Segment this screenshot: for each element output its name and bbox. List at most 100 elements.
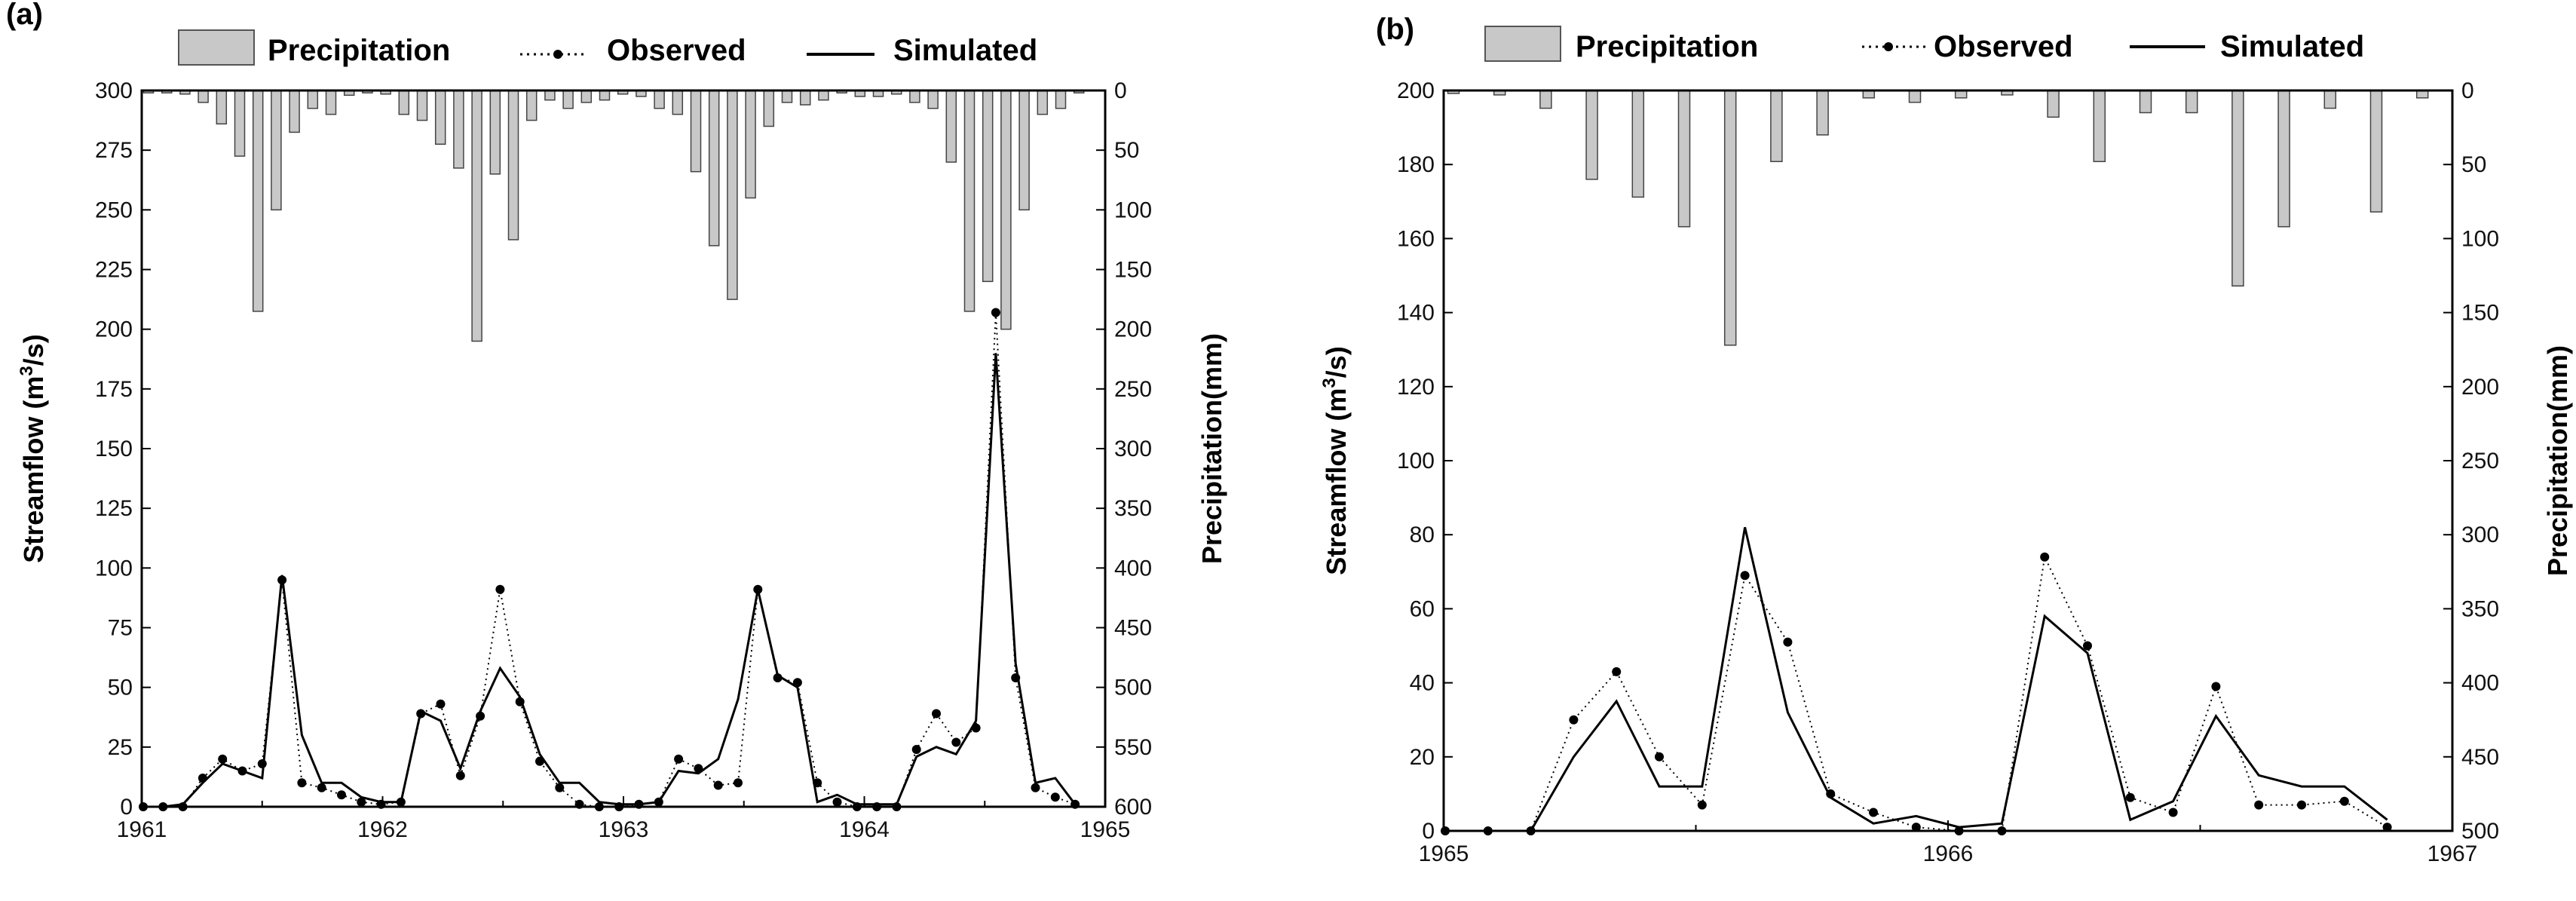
x-tick-label: 1966 — [1923, 841, 1974, 866]
observed-point — [337, 790, 346, 800]
panel-a: (a) Precipitation Observed Simulated 0 25… — [6, 0, 1227, 842]
right-tick-label: 450 — [2461, 745, 2499, 770]
right-tick-label: 350 — [1114, 496, 1152, 521]
observed-point — [773, 673, 783, 682]
panel-a-legend: Precipitation Observed Simulated — [178, 29, 1037, 67]
panel-b-precipitation-bars — [1447, 90, 2429, 346]
precipitation-bar — [982, 90, 994, 283]
precipitation-bar — [198, 90, 209, 103]
observed-point — [1569, 715, 1579, 725]
legend-precipitation-label: Precipitation — [268, 34, 450, 67]
observed-point — [1826, 789, 1836, 798]
precipitation-bar — [525, 90, 538, 121]
observed-point — [2168, 808, 2178, 817]
legend-observed-label: Observed — [1934, 30, 2073, 63]
precipitation-bar — [654, 90, 665, 109]
observed-point — [1050, 792, 1060, 802]
observed-point — [257, 759, 267, 768]
observed-point — [416, 709, 426, 719]
right-tick-label: 50 — [1114, 138, 1139, 163]
left-tick-label: 25 — [108, 735, 133, 760]
precipitation-bar — [2369, 90, 2383, 213]
precipitation-bar — [580, 90, 593, 103]
right-tick-label: 600 — [1114, 795, 1152, 820]
observed-point — [753, 584, 763, 594]
precipitation-bar — [1770, 90, 1783, 163]
panel-a-frame — [140, 89, 1107, 808]
precipitation-bar — [1539, 90, 1552, 109]
panel-a-left-axis-label: Streamflow (m3/s) — [17, 334, 49, 562]
precipitation-bar — [216, 90, 228, 125]
right-tick-label: 100 — [2461, 226, 2499, 251]
precipitation-bar — [325, 90, 337, 115]
precipitation-bar — [416, 90, 428, 121]
x-tick-label: 1962 — [357, 817, 408, 842]
left-tick-label: 180 — [1397, 152, 1435, 177]
panel-a-lines — [139, 308, 1080, 811]
right-tick-label: 0 — [2461, 78, 2474, 103]
precipitation-bar — [2323, 90, 2337, 109]
right-tick-label: 100 — [1114, 198, 1152, 222]
precipitation-bar — [252, 90, 264, 312]
observed-point — [991, 308, 1000, 317]
precipitation-bar — [471, 90, 482, 342]
right-tick-label: 50 — [2461, 152, 2486, 177]
precipitation-bar — [781, 90, 793, 103]
observed-point — [1911, 823, 1921, 832]
observed-point — [832, 797, 842, 807]
left-tick-label: 300 — [95, 78, 133, 103]
precipitation-bar — [489, 90, 501, 175]
precipitation-bar — [1677, 90, 1691, 228]
left-tick-label: 225 — [95, 258, 133, 283]
panel-b: (b) Precipitation Observed Simulated 0 20… — [1319, 13, 2573, 866]
precipitation-bar — [307, 90, 319, 109]
observed-point — [2254, 800, 2264, 810]
right-tick-label: 350 — [2461, 596, 2499, 621]
observed-point — [1011, 673, 1021, 682]
observed-point — [2297, 800, 2306, 810]
legend-observed-marker — [1884, 42, 1893, 51]
left-tick-label: 150 — [95, 437, 133, 461]
observed-point — [1869, 808, 1878, 817]
panel-a-label: (a) — [6, 0, 43, 31]
precipitation-bar — [289, 90, 300, 133]
left-tick-label: 175 — [95, 377, 133, 402]
right-tick-label: 150 — [2461, 301, 2499, 326]
right-tick-label: 250 — [1114, 377, 1152, 402]
observed-point — [971, 723, 981, 733]
left-tick-label: 0 — [1422, 819, 1435, 844]
simulated-series-line — [143, 353, 1077, 808]
left-tick-label: 125 — [95, 496, 133, 521]
panel-a-ticks: 0 25 50 75 100 125 150 175 200 225 250 275 300 0 50 100… — [95, 78, 1152, 842]
left-tick-label: 80 — [1410, 523, 1435, 547]
precipitation-bar — [927, 90, 939, 109]
x-tick-label: 1965 — [1419, 841, 1469, 866]
precipitation-bar — [672, 90, 684, 115]
precipitation-bar — [1816, 90, 1829, 136]
observed-point — [674, 754, 684, 764]
observed-point — [932, 709, 941, 719]
left-tick-label: 100 — [95, 556, 133, 581]
left-tick-label: 0 — [120, 795, 133, 820]
precipitation-bar — [2277, 90, 2290, 228]
observed-point — [2040, 552, 2050, 562]
legend-simulated-label: Simulated — [2220, 30, 2364, 63]
precipitation-bar — [544, 90, 556, 101]
precipitation-bar — [763, 90, 775, 127]
right-tick-label: 500 — [1114, 676, 1152, 700]
precipitation-bar — [1631, 90, 1645, 198]
precipitation-bar — [799, 90, 811, 106]
observed-point — [396, 797, 406, 807]
observed-point — [1697, 800, 1707, 810]
precipitation-bar — [2185, 90, 2198, 114]
left-tick-label: 100 — [1397, 449, 1435, 473]
observed-point — [555, 783, 565, 792]
observed-point — [357, 797, 366, 807]
observed-series-line — [143, 312, 1076, 808]
precipitation-bar — [690, 90, 702, 173]
precipitation-bar — [1723, 90, 1737, 346]
precipitation-bar — [745, 90, 756, 199]
precipitation-bar — [1000, 90, 1012, 330]
observed-point — [476, 711, 485, 721]
observed-point — [911, 745, 921, 754]
